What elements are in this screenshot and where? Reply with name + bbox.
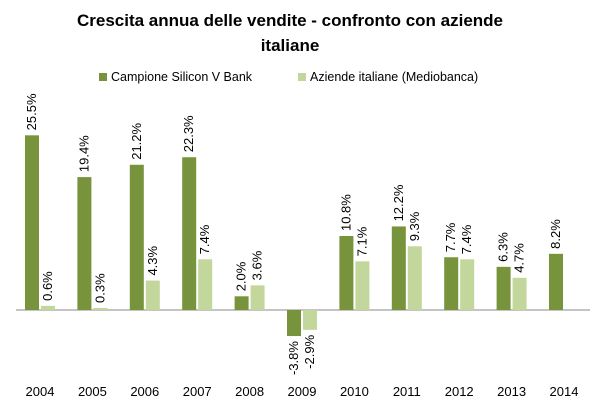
- bar-silicon-v-bank-2013: [496, 266, 511, 310]
- bar-silicon-v-bank-2012: [444, 257, 459, 310]
- bar-aziende-italiane-2005: [93, 307, 108, 310]
- data-label-aziende-italiane-2012: 7.4%: [459, 224, 474, 254]
- bar-silicon-v-bank-2009: [287, 310, 301, 337]
- bar-aziende-italiane-2011: [407, 246, 422, 310]
- x-tick-label-2012: 2012: [445, 384, 474, 399]
- legend-label-aziende-italiane: Aziende italiane (Mediobanca): [310, 70, 479, 84]
- bar-aziende-italiane-2010: [355, 261, 370, 310]
- data-label-silicon-v-bank-2013: 6.3%: [496, 232, 511, 262]
- data-label-silicon-v-bank-2010: 10.8%: [338, 194, 353, 231]
- bar-aziende-italiane-2007: [198, 259, 213, 310]
- data-label-silicon-v-bank-2014: 8.2%: [548, 219, 563, 249]
- data-label-aziende-italiane-2006: 4.3%: [145, 245, 160, 275]
- data-label-silicon-v-bank-2006: 21.2%: [129, 122, 144, 159]
- data-label-silicon-v-bank-2008: 2.0%: [234, 261, 249, 291]
- bar-silicon-v-bank-2005: [77, 177, 92, 310]
- bar-silicon-v-bank-2006: [129, 164, 144, 310]
- bar-silicon-v-bank-2008: [234, 296, 249, 310]
- bar-aziende-italiane-2006: [145, 280, 160, 310]
- data-label-aziende-italiane-2010: 7.1%: [354, 226, 369, 256]
- bar-silicon-v-bank-2011: [391, 226, 406, 310]
- x-tick-label-2010: 2010: [340, 384, 369, 399]
- bar-aziende-italiane-2004: [41, 305, 55, 310]
- bar-aziende-italiane-2013: [512, 277, 527, 310]
- chart-title: Crescita annua delle vendite - confronto…: [76, 11, 504, 55]
- x-tick-label-2007: 2007: [183, 384, 212, 399]
- data-label-aziende-italiane-2013: 4.7%: [512, 243, 527, 273]
- bar-aziende-italiane-2008: [250, 285, 265, 310]
- bar-silicon-v-bank-2007: [182, 157, 197, 310]
- legend: Campione Silicon V Bank Aziende italiane…: [0, 70, 597, 86]
- x-tick-label-2011: 2011: [393, 384, 421, 399]
- x-tick-label-2013: 2013: [497, 384, 526, 399]
- bar-silicon-v-bank-2014: [549, 253, 563, 310]
- data-label-silicon-v-bank-2012: 7.7%: [443, 222, 458, 252]
- data-label-aziende-italiane-2007: 7.4%: [197, 224, 212, 254]
- data-label-aziende-italiane-2005: 0.3%: [92, 273, 107, 303]
- x-tick-label-2014: 2014: [550, 384, 579, 399]
- legend-swatch-aziende-italiane: [298, 73, 306, 81]
- bar-silicon-v-bank-2004: [25, 135, 39, 310]
- x-tick-label-2009: 2009: [288, 384, 317, 399]
- x-tick-label-2008: 2008: [235, 384, 264, 399]
- data-label-aziende-italiane-2011: 9.3%: [407, 211, 422, 241]
- legend-label-silicon-v-bank: Campione Silicon V Bank: [111, 70, 253, 84]
- bar-silicon-v-bank-2010: [339, 236, 354, 310]
- data-label-silicon-v-bank-2007: 22.3%: [181, 115, 196, 152]
- bar-aziende-italiane-2009: [303, 310, 317, 330]
- x-tick-label-2006: 2006: [130, 384, 159, 399]
- data-label-aziende-italiane-2004: 0.6%: [40, 271, 55, 301]
- data-label-aziende-italiane-2009: -2.9%: [302, 334, 317, 368]
- x-tick-label-2005: 2005: [78, 384, 107, 399]
- data-label-silicon-v-bank-2005: 19.4%: [76, 135, 91, 172]
- x-tick-label-2004: 2004: [26, 384, 55, 399]
- legend-swatch-silicon-v-bank: [99, 73, 107, 81]
- data-label-silicon-v-bank-2004: 25.5%: [24, 93, 39, 130]
- data-label-aziende-italiane-2008: 3.6%: [250, 250, 265, 280]
- data-label-silicon-v-bank-2011: 12.2%: [391, 184, 406, 221]
- data-label-silicon-v-bank-2009: -3.8%: [286, 341, 301, 375]
- bar-aziende-italiane-2012: [460, 259, 475, 310]
